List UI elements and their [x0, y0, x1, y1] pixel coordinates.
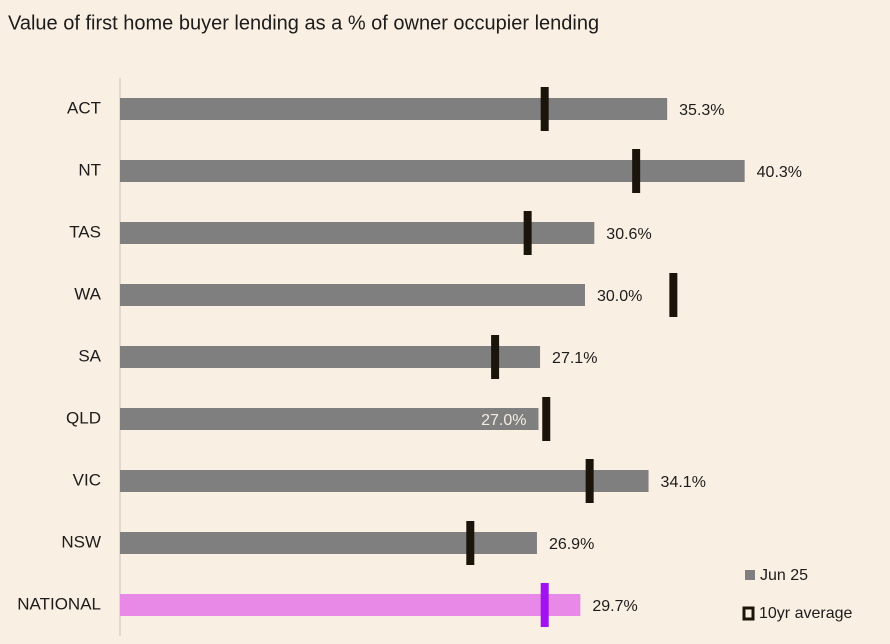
average-marker [491, 335, 500, 379]
bar [120, 284, 585, 306]
average-marker [523, 211, 532, 255]
category-label: NATIONAL [17, 594, 101, 613]
value-label: 27.0% [481, 412, 526, 429]
category-label: WA [74, 284, 101, 303]
bar [120, 222, 595, 244]
value-label: 30.0% [597, 288, 642, 305]
category-label: NT [78, 160, 101, 179]
value-label: 26.9% [549, 536, 594, 553]
bar [120, 594, 581, 616]
average-marker [540, 87, 549, 131]
value-label: 35.3% [679, 102, 724, 119]
legend-label: Jun 25 [760, 567, 808, 584]
bar [120, 408, 539, 430]
average-marker [585, 459, 594, 503]
average-marker [542, 397, 551, 441]
category-label: SA [78, 346, 101, 365]
bar [120, 346, 541, 368]
bar [120, 532, 537, 554]
legend-swatch [742, 606, 755, 621]
bar [120, 98, 668, 120]
value-label: 30.6% [606, 226, 651, 243]
category-label: ACT [67, 98, 101, 117]
value-label: 29.7% [592, 598, 637, 615]
average-marker [466, 521, 475, 565]
category-label: NSW [61, 532, 101, 551]
average-marker [540, 583, 549, 627]
value-label: 27.1% [552, 350, 597, 367]
average-marker [632, 149, 641, 193]
value-label: 40.3% [757, 164, 802, 181]
legend-label: 10yr average [759, 605, 852, 622]
chart-title: Value of first home buyer lending as a %… [8, 12, 599, 34]
bar [120, 160, 745, 182]
average-marker [669, 273, 678, 317]
category-label: QLD [66, 408, 101, 427]
value-label: 34.1% [661, 474, 706, 491]
bar [120, 470, 649, 492]
legend-swatch [745, 570, 755, 580]
category-label: TAS [69, 222, 101, 241]
category-label: VIC [73, 470, 101, 489]
